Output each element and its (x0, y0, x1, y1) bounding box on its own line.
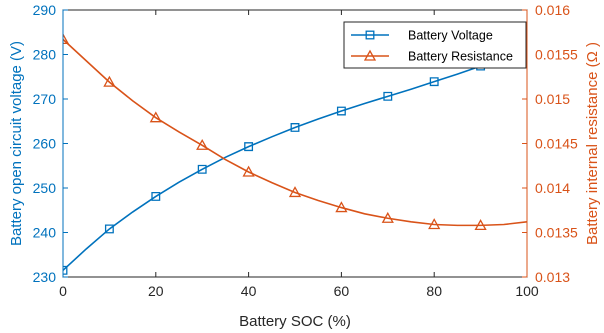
data-point (244, 142, 254, 152)
x-tick-label: 40 (241, 283, 257, 299)
data-point (149, 111, 162, 123)
y-axis-right: 0.013 0.0135 0.014 0.0145 0.015 0.0155 0.016 (522, 2, 578, 285)
y-right-tick-label: 0.014 (535, 180, 570, 196)
data-point (104, 224, 114, 234)
data-point (151, 192, 161, 201)
series-battery-voltage (63, 49, 527, 275)
series-battery-resistance (63, 33, 527, 231)
series-line-battery-voltage (63, 49, 527, 271)
y-right-tick-label: 0.0145 (535, 136, 578, 152)
y-right-tick-label: 0.016 (535, 2, 570, 18)
data-point (429, 77, 439, 87)
data-point (63, 265, 68, 275)
legend-label-battery-voltage: Battery Voltage (408, 29, 493, 43)
data-point (242, 165, 255, 177)
data-point (197, 164, 207, 174)
y-left-tick-label: 230 (33, 269, 57, 285)
legend: Battery Voltage Battery Resistance (343, 21, 527, 69)
x-tick-label: 20 (148, 283, 164, 299)
data-point (63, 33, 70, 45)
data-point (383, 91, 393, 101)
legend-marker-triangle (363, 49, 377, 61)
data-point (290, 123, 300, 132)
y-right-tick-label: 0.0135 (535, 225, 578, 241)
y-left-tick-label: 240 (33, 225, 57, 241)
x-tick-label: 80 (426, 283, 442, 299)
data-point (474, 219, 487, 231)
x-tick-label: 100 (515, 283, 539, 299)
data-point (336, 106, 346, 116)
data-point (103, 75, 116, 87)
legend-item-battery-voltage: Battery Voltage (351, 29, 493, 43)
data-point (196, 138, 209, 150)
y-axis-right-title: Battery internal resistance (Ω ) (584, 42, 601, 245)
legend-label-battery-resistance: Battery Resistance (408, 50, 513, 64)
y-left-tick-label: 270 (33, 91, 57, 107)
x-tick-label: 0 (59, 283, 67, 299)
y-left-tick-label: 260 (33, 136, 57, 152)
data-point (288, 186, 302, 198)
plot-content (63, 33, 527, 275)
x-tick-label: 60 (334, 283, 350, 299)
data-point (335, 201, 348, 213)
series-line-battery-resistance (63, 38, 527, 227)
y-right-tick-label: 0.0155 (535, 47, 578, 63)
y-left-tick-label: 250 (33, 180, 57, 196)
legend-marker-square (365, 30, 375, 40)
y-right-tick-label: 0.015 (535, 91, 570, 107)
x-axis-title: Battery SOC (%) (239, 313, 351, 330)
y-right-tick-label: 0.013 (535, 269, 570, 285)
y-left-tick-label: 280 (33, 47, 57, 63)
y-axis-left: 230 240 250 260 270 280 290 (33, 2, 68, 285)
data-point (381, 211, 394, 223)
legend-item-battery-resistance: Battery Resistance (351, 50, 513, 64)
y-left-tick-label: 290 (33, 2, 57, 18)
y-axis-left-title: Battery open circuit voltage (V) (8, 41, 25, 246)
data-point (428, 218, 441, 230)
